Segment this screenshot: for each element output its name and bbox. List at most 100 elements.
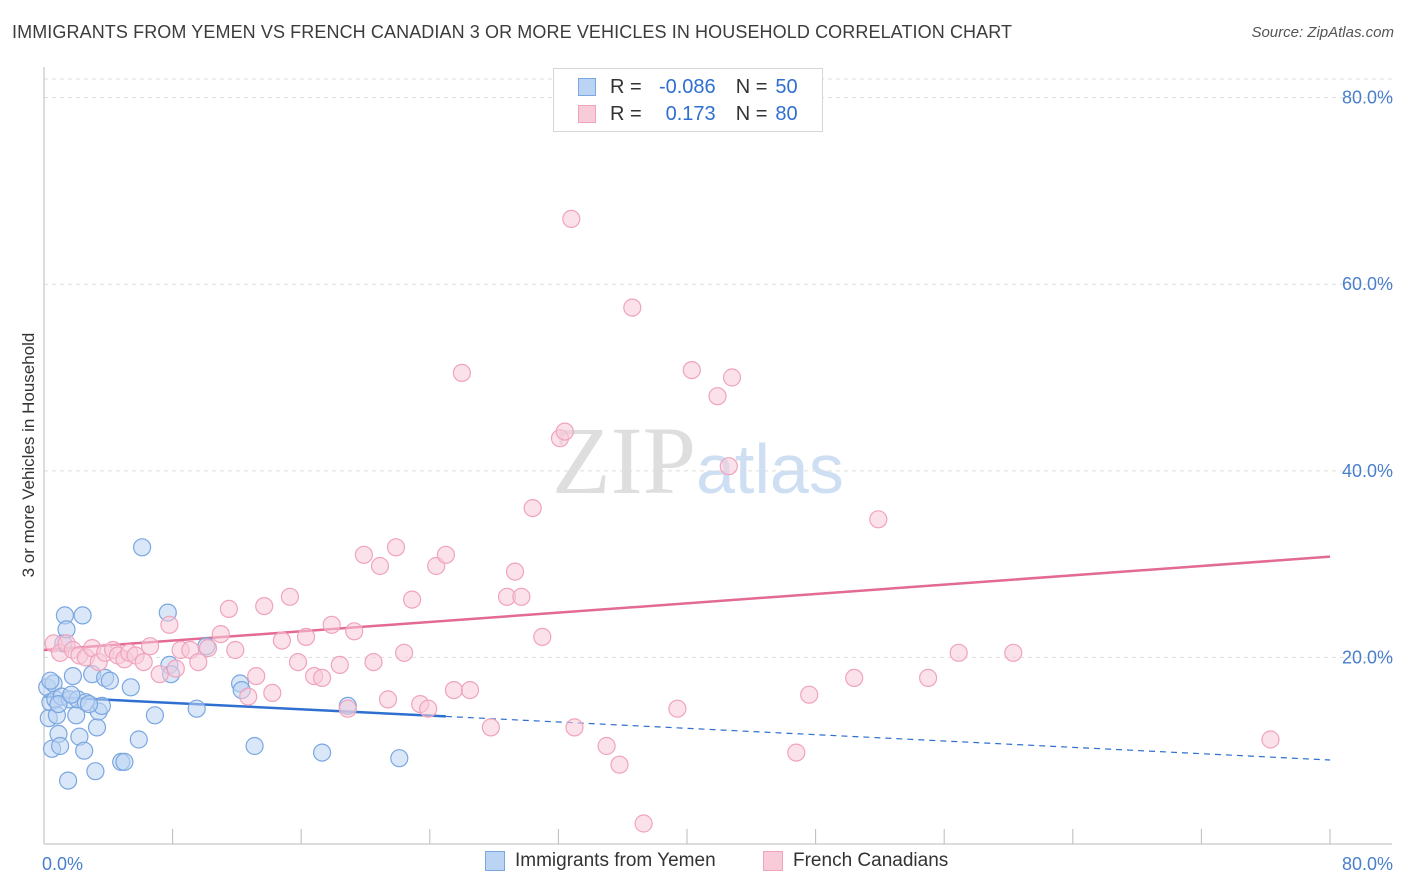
legend-r-label: R = — [610, 102, 642, 125]
point-french-canadian — [313, 668, 332, 688]
point-yemen — [73, 606, 92, 625]
point-french-canadian — [419, 699, 438, 718]
trend-lines — [43, 555, 1331, 761]
point-yemen — [313, 743, 332, 762]
point-french-canadian — [1004, 643, 1023, 662]
point-french-canadian — [610, 755, 629, 774]
point-french-canadian — [481, 718, 500, 737]
series-legend-yemen[interactable]: Immigrants from Yemen — [485, 850, 716, 872]
point-french-canadian — [247, 666, 266, 686]
point-french-canadian — [436, 545, 455, 564]
x-tick-label: 80.0% — [1342, 854, 1393, 874]
legend-r-label: R = — [610, 75, 642, 98]
y-tick-label: 20.0% — [1342, 647, 1393, 667]
point-french-canadian — [523, 499, 542, 518]
legend-swatch-french-canadians — [578, 105, 596, 123]
point-french-canadian — [452, 363, 471, 382]
point-french-canadian — [211, 624, 230, 644]
point-french-canadian — [444, 680, 463, 700]
point-french-canadian — [378, 690, 398, 709]
point-yemen — [145, 706, 164, 725]
point-french-canadian — [869, 510, 888, 529]
legend-n-value: 50 — [775, 75, 798, 98]
point-french-canadian — [1261, 730, 1280, 749]
legend-n-label: N = — [735, 75, 768, 98]
point-yemen — [187, 699, 206, 718]
legend-n-value: 80 — [775, 102, 798, 125]
point-french-canadian — [403, 590, 422, 609]
point-french-canadian — [722, 368, 742, 387]
point-french-canadian — [800, 685, 819, 704]
point-yemen — [62, 685, 81, 704]
point-yemen — [133, 538, 152, 557]
point-french-canadian — [263, 683, 282, 703]
point-french-canadian — [226, 640, 245, 660]
point-french-canadian — [150, 665, 169, 684]
point-french-canadian — [949, 643, 968, 662]
trend-line-french-canadians — [43, 555, 1331, 652]
point-french-canadian — [338, 699, 357, 718]
trend-line-yemen-extension — [445, 715, 1331, 761]
point-french-canadian — [668, 699, 687, 718]
point-french-canadian — [460, 680, 480, 700]
point-french-canadian — [845, 668, 864, 688]
point-yemen — [58, 771, 78, 790]
series-swatch-french-canadians — [763, 851, 783, 871]
point-yemen — [115, 752, 134, 772]
point-french-canadian — [787, 743, 806, 762]
point-french-canadian — [280, 587, 299, 606]
point-yemen — [121, 678, 140, 697]
point-french-canadian — [562, 209, 581, 228]
point-french-canadian — [364, 652, 383, 672]
data-points — [38, 209, 1280, 833]
point-french-canadian — [719, 457, 738, 476]
point-yemen — [390, 749, 409, 768]
point-french-canadian — [134, 652, 153, 672]
point-yemen — [50, 736, 70, 756]
trend-line-yemen — [43, 695, 446, 718]
chart-title: IMMIGRANTS FROM YEMEN VS FRENCH CANADIAN… — [12, 22, 1013, 42]
chart-source: Source: ZipAtlas.com — [1251, 24, 1394, 41]
point-yemen — [79, 694, 99, 714]
legend-n-label: N = — [735, 102, 768, 125]
y-tick-label: 60.0% — [1342, 274, 1393, 294]
point-yemen — [41, 671, 60, 690]
y-tick-label: 80.0% — [1342, 88, 1393, 108]
point-yemen — [245, 736, 264, 756]
point-french-canadian — [395, 643, 414, 662]
point-french-canadian — [166, 659, 185, 678]
series-legend: Immigrants from Yemen French Canadians — [0, 850, 1406, 880]
point-french-canadian — [370, 556, 390, 576]
point-french-canadian — [634, 814, 653, 833]
legend-row-french-canadians: R = 0.173 N = 80 — [578, 102, 798, 126]
series-label-french-canadians: French Canadians — [793, 850, 949, 871]
point-french-canadian — [512, 587, 531, 606]
point-french-canadian — [288, 652, 308, 672]
point-french-canadian — [533, 627, 552, 647]
point-french-canadian — [555, 422, 574, 441]
point-french-canadian — [239, 687, 258, 706]
point-french-canadian — [708, 387, 727, 406]
axes — [43, 67, 1392, 845]
point-french-canadian — [255, 596, 274, 616]
point-french-canadian — [386, 538, 406, 557]
point-french-canadian — [330, 655, 349, 675]
point-yemen — [86, 762, 105, 781]
series-swatch-yemen — [485, 851, 505, 871]
correlation-legend: R = -0.086 N = 50 R = 0.173 N = 80 — [553, 68, 823, 132]
point-yemen — [100, 671, 120, 690]
y-tick-label: 40.0% — [1342, 461, 1393, 481]
point-yemen — [75, 741, 94, 760]
point-french-canadian — [354, 545, 373, 564]
point-french-canadian — [272, 631, 291, 650]
point-yemen — [129, 730, 148, 749]
legend-r-value: 0.173 — [665, 102, 716, 125]
series-legend-french-canadians[interactable]: French Canadians — [763, 850, 948, 872]
point-french-canadian — [597, 736, 616, 756]
point-french-canadian — [505, 562, 525, 581]
point-french-canadian — [682, 361, 701, 380]
point-french-canadian — [160, 615, 179, 634]
point-french-canadian — [189, 652, 208, 672]
x-tick-label: 0.0% — [42, 854, 83, 874]
